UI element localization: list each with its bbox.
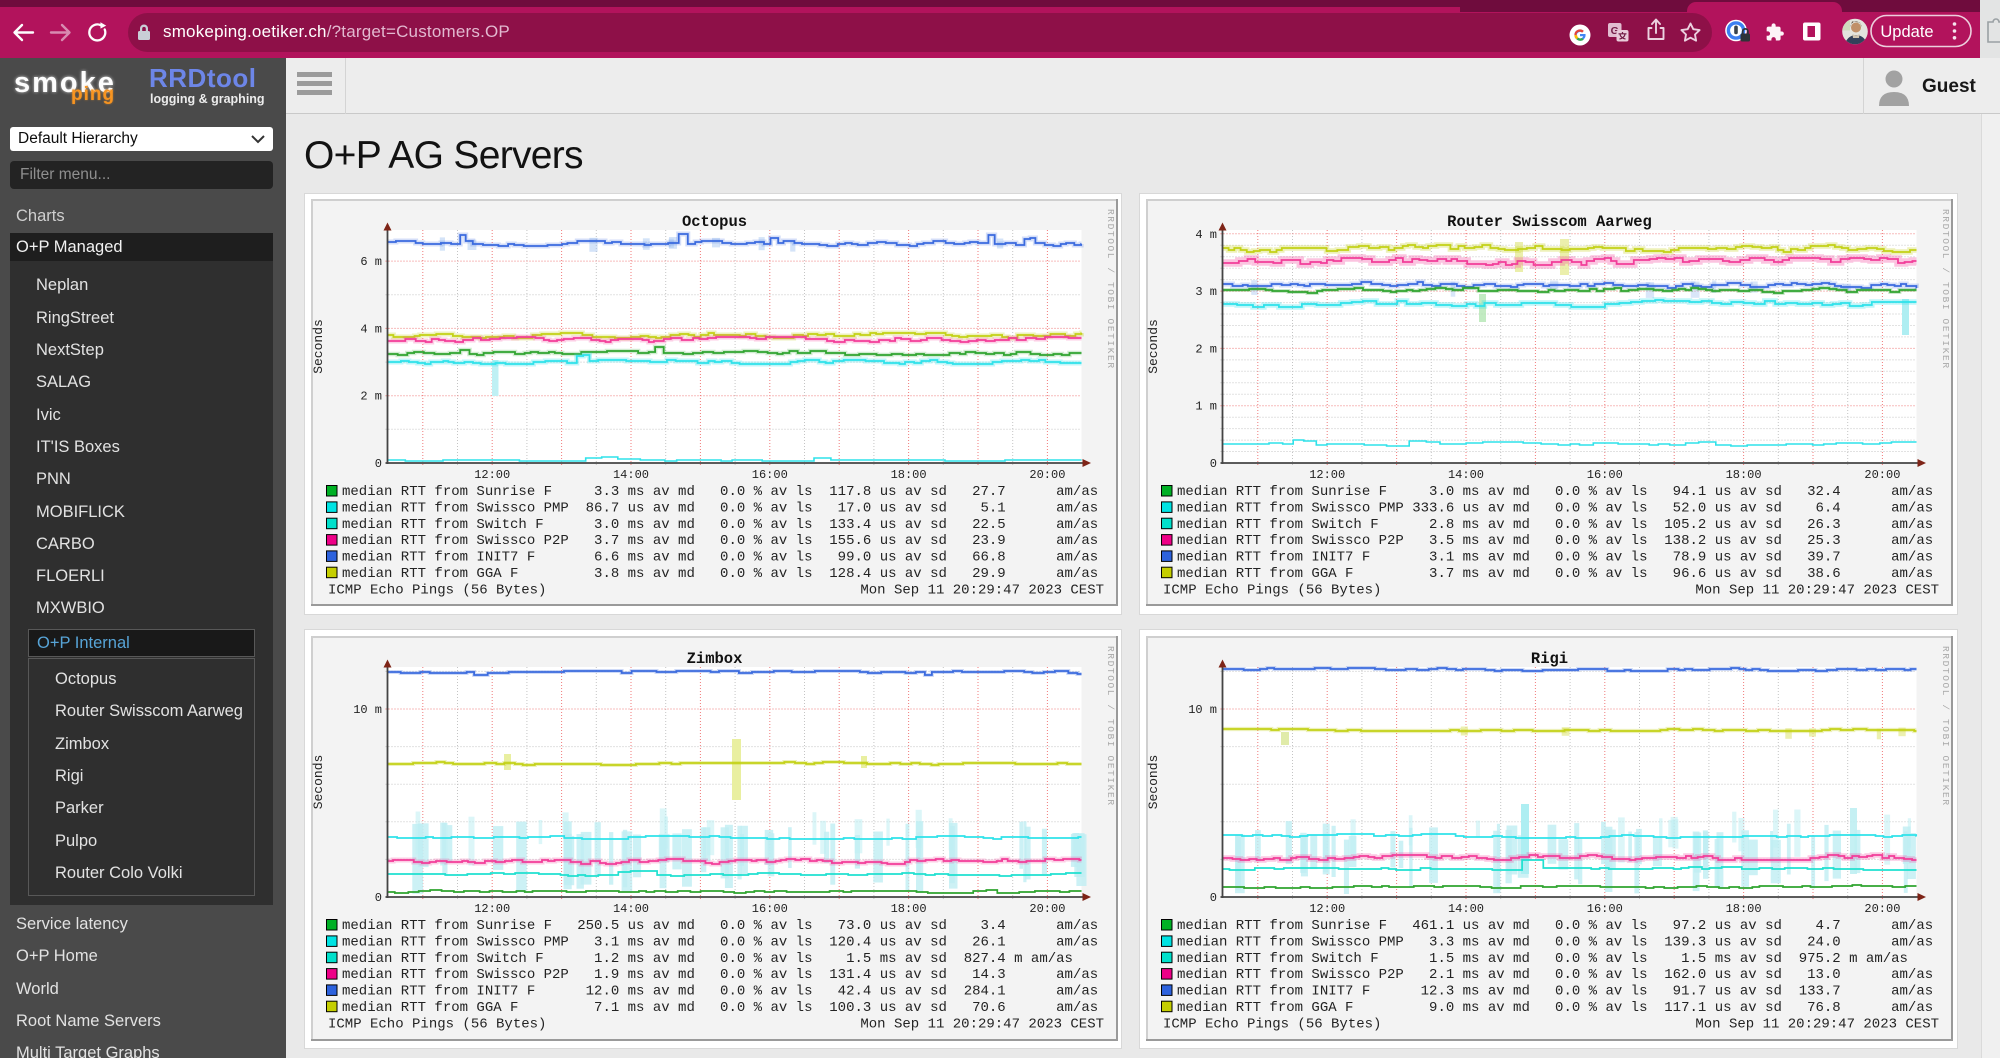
svg-text:RRDTOOL / TOBI OETIKER: RRDTOOL / TOBI OETIKER [1940, 209, 1951, 370]
svg-text:2 m: 2 m [1195, 342, 1217, 356]
svg-text:3 m: 3 m [1195, 285, 1217, 299]
svg-text:RRDTOOL / TOBI OETIKER: RRDTOOL / TOBI OETIKER [1105, 209, 1116, 370]
svg-text:14:00: 14:00 [613, 468, 649, 482]
svg-text:14:00: 14:00 [613, 902, 649, 916]
svg-text:ICMP Echo Pings (56 Bytes): ICMP Echo Pings (56 Bytes) [328, 582, 546, 598]
svg-text:median RTT from Switch F: median RTT from Switch F 3.0 ms av md 0.… [342, 517, 1098, 533]
svg-text:median RTT from Sunrise F: median RTT from Sunrise F 3.3 ms av md 0… [342, 484, 1098, 500]
svg-text:median RTT from Switch F: median RTT from Switch F 1.5 ms av md 0.… [1177, 951, 1908, 967]
svg-text:0: 0 [375, 457, 382, 471]
svg-text:0: 0 [375, 891, 382, 905]
svg-text:Seconds: Seconds [1146, 755, 1161, 810]
svg-text:18:00: 18:00 [1726, 902, 1762, 916]
svg-text:20:00: 20:00 [1029, 468, 1065, 482]
svg-text:2 m: 2 m [360, 390, 382, 404]
svg-text:10 m: 10 m [353, 703, 382, 717]
svg-text:Mon Sep 11 20:29:47 2023 CEST: Mon Sep 11 20:29:47 2023 CEST [1695, 582, 1939, 598]
svg-text:Seconds: Seconds [311, 755, 326, 810]
svg-text:16:00: 16:00 [752, 902, 788, 916]
svg-text:16:00: 16:00 [1587, 902, 1623, 916]
svg-text:4 m: 4 m [1195, 228, 1217, 242]
svg-text:14:00: 14:00 [1448, 468, 1484, 482]
svg-text:median RTT from GGA F: median RTT from GGA F 3.8 ms av md 0.0 %… [342, 566, 1098, 582]
svg-text:0: 0 [1210, 891, 1217, 905]
svg-text:G: G [1611, 25, 1619, 37]
svg-text:median RTT from GGA F: median RTT from GGA F 7.1 ms av md 0.0 %… [342, 1000, 1098, 1016]
svg-text:ICMP Echo Pings (56 Bytes): ICMP Echo Pings (56 Bytes) [328, 1016, 546, 1032]
svg-text:median RTT from Switch F: median RTT from Switch F 2.8 ms av md 0.… [1177, 517, 1933, 533]
svg-text:12:00: 12:00 [1309, 468, 1345, 482]
svg-text:median RTT from INIT7 F 1: median RTT from INIT7 F 12.0 ms av md 0.… [342, 984, 1098, 1000]
svg-text:Seconds: Seconds [311, 319, 326, 374]
svg-text:Update: Update [1880, 23, 1933, 41]
svg-text:median RTT from GGA F: median RTT from GGA F 3.7 ms av md 0.0 %… [1177, 566, 1933, 582]
svg-text:Mon Sep 11 20:29:47 2023 CEST: Mon Sep 11 20:29:47 2023 CEST [860, 582, 1104, 598]
svg-text:Mon Sep 11 20:29:47 2023 CEST: Mon Sep 11 20:29:47 2023 CEST [1695, 1016, 1939, 1032]
svg-text:median RTT from GGA F: median RTT from GGA F 9.0 ms av md 0.0 %… [1177, 1000, 1933, 1016]
svg-text:14:00: 14:00 [1448, 902, 1484, 916]
svg-text:18:00: 18:00 [1726, 468, 1762, 482]
svg-text:median RTT from Swissco PMP: median RTT from Swissco PMP 3.1 ms av md… [342, 935, 1098, 951]
svg-text:12:00: 12:00 [1309, 902, 1345, 916]
svg-text:median RTT from INIT7 F: median RTT from INIT7 F 6.6 ms av md 0.0… [342, 550, 1098, 566]
svg-text:18:00: 18:00 [891, 902, 927, 916]
svg-text:median RTT from INIT7 F: median RTT from INIT7 F 3.1 ms av md 0.0… [1177, 550, 1933, 566]
svg-text:0: 0 [1210, 457, 1217, 471]
svg-text:median RTT from Swissco P2P: median RTT from Swissco P2P 1.9 ms av md… [342, 967, 1098, 983]
svg-text:ICMP Echo Pings (56 Bytes): ICMP Echo Pings (56 Bytes) [1163, 1016, 1381, 1032]
svg-text:6 m: 6 m [360, 255, 382, 269]
svg-text:12:00: 12:00 [474, 468, 510, 482]
svg-text:Seconds: Seconds [1146, 319, 1161, 374]
svg-text:20:00: 20:00 [1864, 468, 1900, 482]
svg-text:median RTT from Sunrise F 25: median RTT from Sunrise F 250.5 us av md… [342, 918, 1098, 934]
svg-text:16:00: 16:00 [752, 468, 788, 482]
svg-text:Octopus: Octopus [682, 213, 747, 231]
svg-text:median RTT from Sunrise F: median RTT from Sunrise F 3.0 ms av md 0… [1177, 484, 1933, 500]
svg-text:RRDTOOL / TOBI OETIKER: RRDTOOL / TOBI OETIKER [1940, 646, 1951, 807]
svg-text:median RTT from Switch F: median RTT from Switch F 1.2 ms av md 0.… [342, 951, 1073, 967]
svg-text:Rigi: Rigi [1531, 650, 1568, 668]
svg-text:median RTT from Swissco P2P: median RTT from Swissco P2P 2.1 ms av md… [1177, 967, 1933, 983]
svg-text:median RTT from Swissco P2P: median RTT from Swissco P2P 3.7 ms av md… [342, 533, 1098, 549]
svg-text:10 m: 10 m [1188, 703, 1217, 717]
svg-text:Router Swisscom Aarweg: Router Swisscom Aarweg [1447, 213, 1652, 231]
svg-text:4 m: 4 m [360, 322, 382, 336]
svg-text:12:00: 12:00 [474, 902, 510, 916]
svg-text:RRDTOOL / TOBI OETIKER: RRDTOOL / TOBI OETIKER [1105, 646, 1116, 807]
svg-text:16:00: 16:00 [1587, 468, 1623, 482]
svg-text:ICMP Echo Pings (56 Bytes): ICMP Echo Pings (56 Bytes) [1163, 582, 1381, 598]
svg-text:median RTT from INIT7 F 1: median RTT from INIT7 F 12.3 ms av md 0.… [1177, 984, 1933, 1000]
svg-text:20:00: 20:00 [1864, 902, 1900, 916]
svg-text:median RTT from Swissco PMP 33: median RTT from Swissco PMP 333.6 us av … [1177, 501, 1933, 517]
svg-text:Mon Sep 11 20:29:47 2023 CEST: Mon Sep 11 20:29:47 2023 CEST [860, 1016, 1104, 1032]
svg-text:median RTT from Swissco P2P: median RTT from Swissco P2P 3.5 ms av md… [1177, 533, 1933, 549]
svg-text:median RTT from Sunrise F 46: median RTT from Sunrise F 461.1 us av md… [1177, 918, 1933, 934]
svg-text:median RTT from Swissco PMP 8: median RTT from Swissco PMP 86.7 us av m… [342, 501, 1098, 517]
svg-text:Zimbox: Zimbox [687, 650, 743, 668]
svg-text:18:00: 18:00 [891, 468, 927, 482]
svg-text:1 m: 1 m [1195, 400, 1217, 414]
svg-text:20:00: 20:00 [1029, 902, 1065, 916]
svg-text:median RTT from Swissco PMP: median RTT from Swissco PMP 3.3 ms av md… [1177, 935, 1933, 951]
